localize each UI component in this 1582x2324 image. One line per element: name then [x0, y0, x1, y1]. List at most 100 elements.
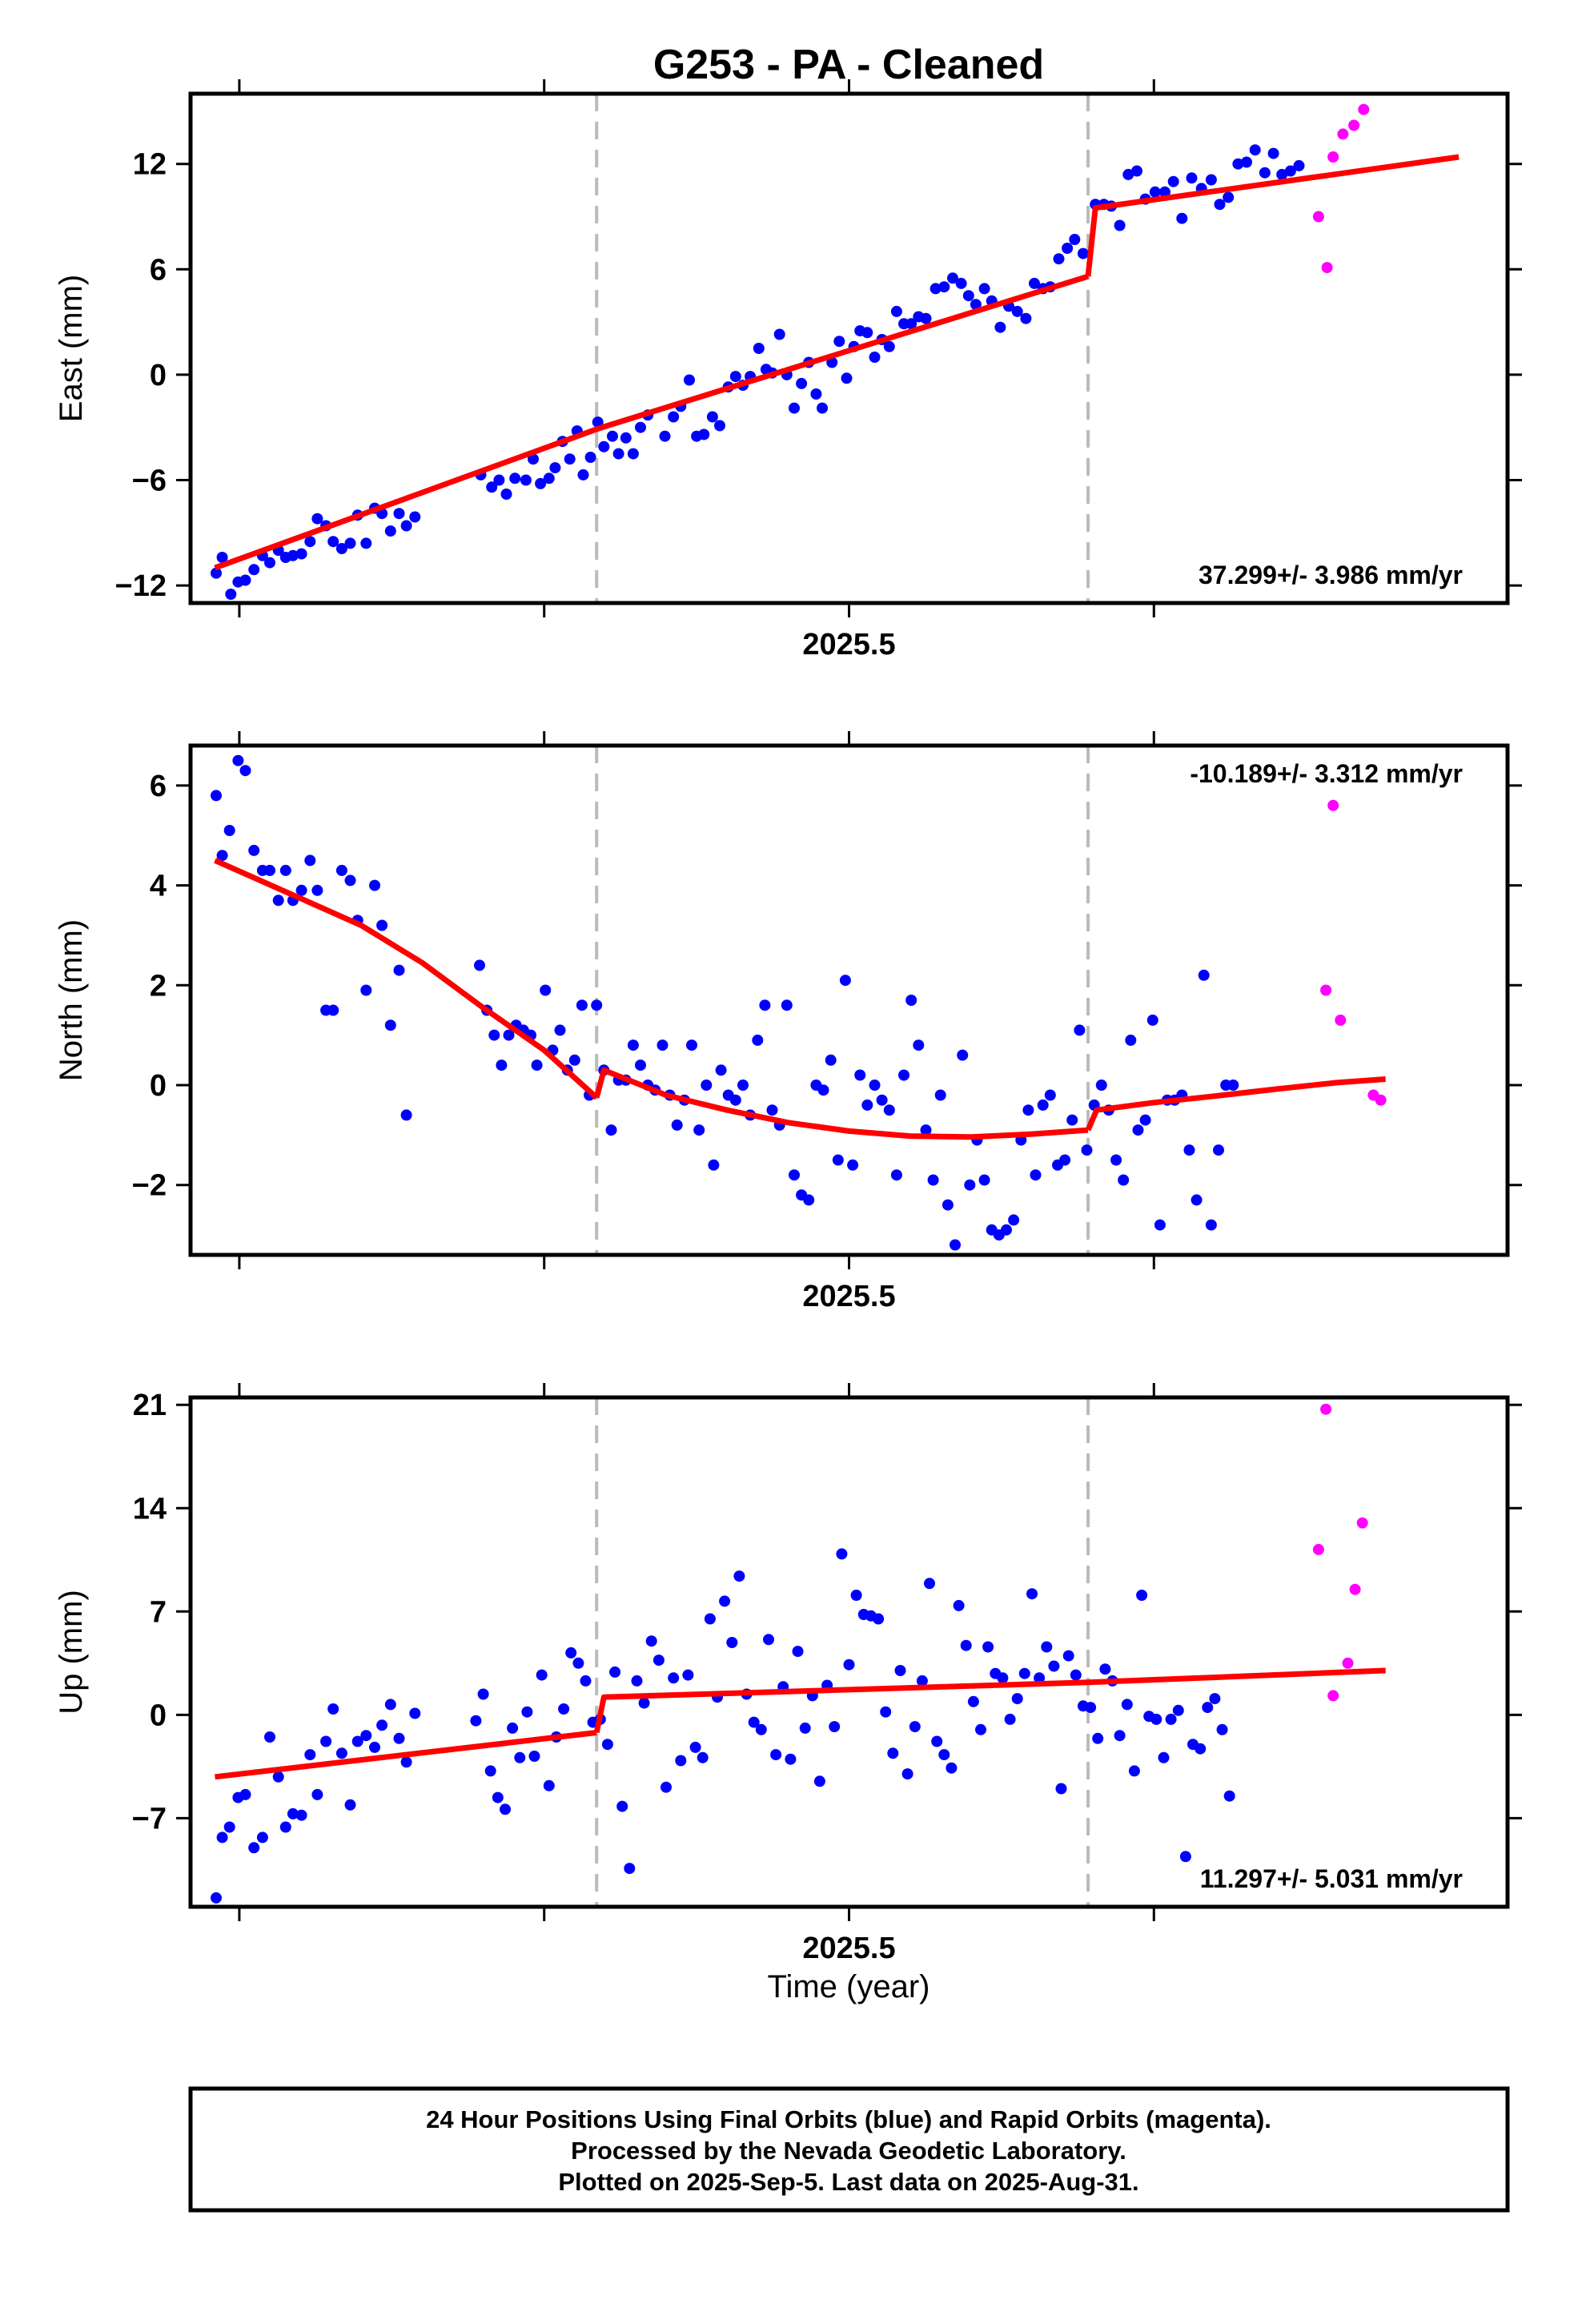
final-point — [753, 343, 765, 354]
final-point — [1241, 156, 1252, 168]
final-point — [792, 1646, 804, 1658]
y-tick-label: 6 — [150, 253, 167, 287]
final-point — [931, 1735, 943, 1747]
y-tick-label: 0 — [150, 1699, 167, 1732]
final-point — [620, 432, 632, 444]
y-tick-label: 21 — [133, 1389, 167, 1422]
final-point — [1085, 1702, 1097, 1714]
final-point — [1259, 167, 1271, 179]
final-point — [1191, 1194, 1203, 1206]
final-point — [1205, 174, 1217, 186]
final-point — [1267, 147, 1279, 159]
final-point — [759, 999, 771, 1011]
final-point — [825, 1054, 837, 1066]
final-point — [1011, 1693, 1023, 1705]
rapid-point — [1349, 1583, 1361, 1595]
rate-label: -10.189+/- 3.312 mm/yr — [1190, 759, 1463, 788]
x-tick-label: 2025.5 — [802, 1932, 895, 1965]
final-point — [486, 481, 498, 493]
final-point — [652, 1655, 665, 1667]
final-point — [1095, 1080, 1107, 1091]
final-point — [609, 1666, 621, 1678]
final-point — [829, 1721, 841, 1733]
final-point — [682, 1669, 694, 1681]
final-point — [1125, 1034, 1137, 1046]
final-point — [938, 281, 950, 293]
final-point — [876, 1094, 888, 1106]
final-point — [496, 1059, 508, 1072]
final-point — [376, 1719, 388, 1731]
final-point — [549, 462, 561, 474]
final-point — [531, 1059, 543, 1072]
final-point — [946, 1762, 958, 1774]
final-point — [1041, 1641, 1053, 1653]
final-point — [536, 1669, 548, 1681]
panel-frame — [188, 1395, 1510, 1909]
final-point — [616, 1800, 628, 1812]
rapid-point — [1375, 1094, 1387, 1106]
rapid-point — [1348, 119, 1360, 131]
final-point — [909, 1721, 921, 1733]
final-point — [1110, 1154, 1122, 1166]
final-point — [1146, 1014, 1158, 1026]
final-point — [264, 864, 275, 876]
final-point — [393, 964, 405, 976]
y-tick-label: −6 — [132, 464, 167, 497]
panel-2: −2 0 2 4 6 2025.5 North (mm) -10.189+/- 3.312 m… — [54, 731, 1522, 1313]
final-point — [873, 1613, 885, 1625]
final-point — [684, 374, 695, 386]
final-point — [817, 402, 828, 414]
final-point — [934, 1089, 946, 1101]
final-point — [947, 272, 958, 284]
final-point — [638, 1697, 650, 1709]
final-point — [913, 1039, 925, 1051]
y-tick-label: 0 — [150, 1069, 167, 1103]
final-point — [225, 589, 237, 600]
final-point — [675, 1755, 687, 1767]
final-point — [393, 1732, 405, 1744]
final-point — [752, 1034, 764, 1046]
model-line — [596, 273, 1090, 432]
final-point — [264, 1731, 275, 1743]
final-point — [1165, 1713, 1177, 1725]
final-point — [668, 1672, 680, 1684]
final-point — [706, 411, 718, 423]
final-point — [1227, 1080, 1239, 1091]
model-line — [1087, 1667, 1386, 1686]
final-point — [1022, 1104, 1034, 1116]
final-point — [369, 1741, 380, 1753]
model-line — [1085, 1076, 1386, 1132]
final-point — [785, 1753, 797, 1765]
final-point — [520, 474, 532, 486]
final-point — [1037, 1099, 1049, 1111]
final-point — [1026, 1588, 1038, 1600]
final-point — [1018, 1667, 1030, 1679]
rate-label: 37.299+/- 3.986 mm/yr — [1199, 561, 1463, 589]
final-point — [810, 388, 822, 400]
final-point — [335, 864, 347, 876]
y-tick-label: 7 — [150, 1595, 167, 1629]
final-point — [216, 1831, 228, 1844]
final-point — [960, 1639, 972, 1651]
final-point — [484, 1765, 496, 1777]
final-point — [543, 1779, 555, 1791]
y-tick-label: −7 — [132, 1802, 167, 1835]
final-point — [543, 472, 555, 485]
final-point — [558, 1703, 570, 1715]
final-point — [477, 1688, 489, 1700]
footer-frame — [188, 2086, 1510, 2213]
final-point — [1172, 1704, 1184, 1716]
final-point — [1214, 199, 1226, 211]
final-point — [1059, 1154, 1071, 1166]
final-point — [211, 1892, 222, 1904]
rapid-point — [1327, 151, 1339, 163]
final-point — [916, 1675, 928, 1687]
final-point — [1232, 158, 1244, 170]
final-point — [1118, 1174, 1130, 1186]
final-point — [248, 1842, 260, 1854]
y-tick-label: 12 — [133, 148, 167, 182]
final-point — [572, 1657, 584, 1669]
final-point — [335, 1747, 347, 1759]
final-point — [500, 1803, 511, 1815]
final-point — [1276, 168, 1288, 180]
